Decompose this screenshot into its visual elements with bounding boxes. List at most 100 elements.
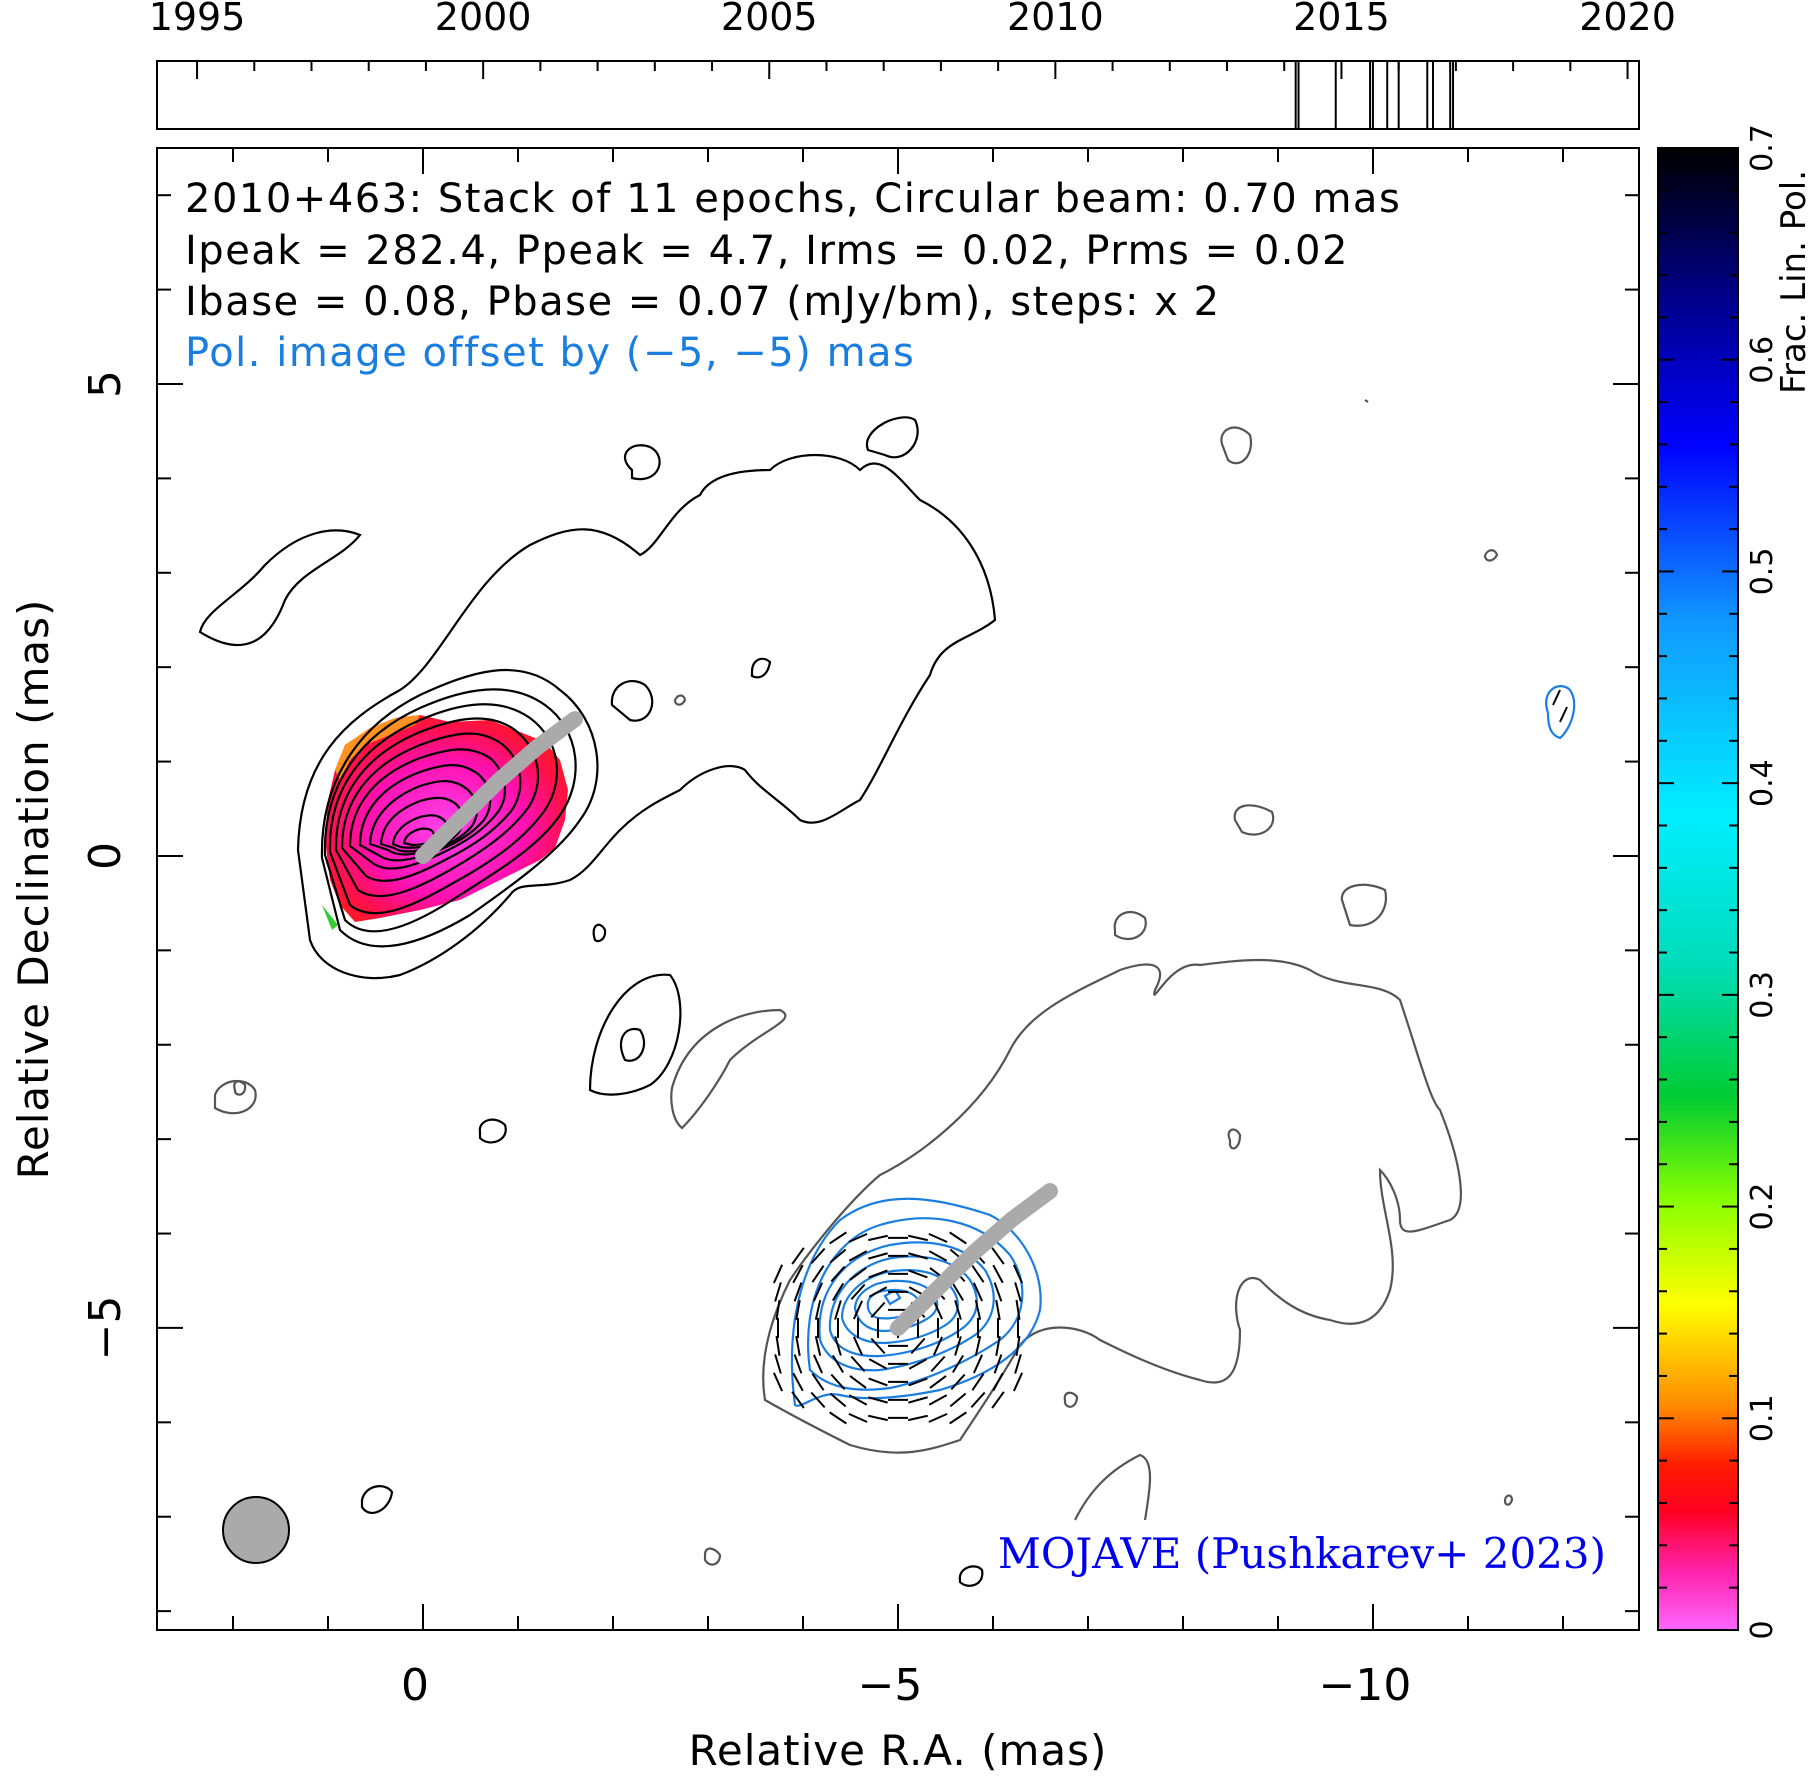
evpa-tick [908, 1377, 928, 1387]
colorbar: 0 0.1 0.2 0.3 0.4 0.5 0.6 0.7 Frac. Lin. Pol. [1657, 124, 1814, 1640]
evpa-tick [932, 1336, 944, 1356]
epoch-axis-ticks: 1995 2000 2005 2010 2015 2020 [149, 0, 1676, 79]
evpa-tick [868, 1377, 888, 1387]
evpa-tick [868, 1234, 888, 1242]
evpa-tick [848, 1250, 868, 1262]
evpa-tick [792, 1264, 804, 1284]
evpa-tick [908, 1269, 928, 1279]
evpa-tick [995, 1335, 1001, 1356]
evpa-tick [928, 1394, 948, 1406]
evpa-tick [991, 1247, 1005, 1265]
evpa-tick [949, 1392, 967, 1408]
intensity-contours-core [198, 416, 997, 1587]
header-line-2: Ipeak = 282.4, Ppeak = 4.7, Irms = 0.02,… [185, 228, 1349, 274]
y-tick-label: −5 [80, 1295, 131, 1360]
header-line-1: 2010+463: Stack of 11 epochs, Circular b… [185, 176, 1401, 222]
evpa-tick [830, 1265, 846, 1283]
evpa-tick [834, 1300, 842, 1320]
header-line-3: Ibase = 0.08, Pbase = 0.07 (mJy/bm), ste… [185, 279, 1221, 325]
evpa-tick [793, 1282, 803, 1302]
evpa-tick [993, 1282, 1003, 1302]
evpa-tick [974, 1335, 982, 1356]
evpa-tick [1014, 1282, 1022, 1302]
evpa-tick [949, 1411, 967, 1425]
evpa-tick [793, 1354, 803, 1374]
epoch-year-label: 2015 [1293, 0, 1390, 39]
evpa-tick [992, 1264, 1004, 1284]
jet-ridge-pol [890, 1183, 1058, 1336]
evpa-tick [991, 1391, 1005, 1409]
evpa-tick [811, 1265, 825, 1283]
cb-tick-label: 0.7 [1745, 124, 1780, 172]
evpa-tick [811, 1373, 825, 1391]
evpa-tick [772, 1264, 784, 1284]
evpa-tick [775, 1335, 781, 1356]
evpa-tick [850, 1355, 866, 1373]
evpa-tick [908, 1358, 928, 1370]
evpa-tick [1012, 1264, 1024, 1284]
epoch-year-label: 2000 [435, 0, 532, 39]
evpa-tick [849, 1267, 867, 1281]
evpa-tick [810, 1247, 826, 1265]
cb-tick-label: 0.4 [1745, 759, 1780, 807]
x-axis-label: Relative R.A. (mas) [689, 1726, 1108, 1775]
evpa-tick [908, 1234, 928, 1242]
evpa-tick [868, 1286, 888, 1298]
epoch-year-label: 2010 [1007, 0, 1104, 39]
y-tick-label: 0 [80, 842, 131, 870]
evpa-tick [971, 1373, 985, 1391]
evpa-tick [868, 1269, 888, 1279]
evpa-tick [772, 1372, 784, 1392]
colorbar-frame [1657, 147, 1739, 1631]
cb-tick-label: 0.3 [1745, 971, 1780, 1019]
evpa-tick [1014, 1354, 1022, 1374]
axis-tick-labels: 0 −5 −10 5 0 −5 [80, 370, 1411, 1711]
evpa-tick [868, 1396, 888, 1404]
y-axis-label: Relative Declination (mas) [9, 599, 58, 1180]
evpa-tick [792, 1372, 804, 1392]
colorbar-ticks [1658, 147, 1738, 1631]
evpa-tick [831, 1282, 845, 1302]
evpa-tick [951, 1354, 965, 1374]
epoch-timeline: 1995 2000 2005 2010 2015 2020 [149, 0, 1676, 130]
evpa-tick [848, 1394, 868, 1406]
evpa-tick [814, 1299, 822, 1320]
evpa-tick [929, 1375, 947, 1389]
evpa-tick [954, 1300, 962, 1320]
evpa-tick [930, 1355, 946, 1373]
evpa-tick [928, 1232, 948, 1243]
evpa-tick [829, 1231, 847, 1245]
colorbar-label: Frac. Lin. Pol. [1774, 170, 1814, 394]
epoch-year-label: 2020 [1579, 0, 1676, 39]
evpa-tick [812, 1282, 824, 1302]
evpa-tick [852, 1300, 864, 1320]
y-tick-label: 5 [80, 370, 131, 398]
epoch-frame [156, 60, 1640, 130]
evpa-tick [970, 1391, 986, 1409]
cb-tick-label: 0.6 [1745, 336, 1780, 384]
axis-ticks [157, 148, 1639, 1630]
evpa-tick [908, 1252, 928, 1260]
pol-intensity-contours [213, 399, 1514, 1566]
evpa-tick [775, 1299, 781, 1320]
epoch-year-label: 1995 [149, 0, 246, 39]
cb-tick-label: 0.2 [1745, 1183, 1780, 1231]
evpa-tick [932, 1300, 944, 1320]
evpa-tick [868, 1414, 888, 1422]
evpa-tick [831, 1354, 845, 1374]
evpa-vectors-far [1552, 689, 1568, 723]
evpa-tick [992, 1372, 1004, 1392]
evpa-tick [1015, 1335, 1021, 1356]
x-tick-label: −10 [1319, 1660, 1412, 1711]
evpa-tick [829, 1411, 847, 1425]
evpa-tick [971, 1265, 985, 1283]
evpa-tick [993, 1354, 1003, 1374]
evpa-tick [849, 1375, 867, 1389]
evpa-tick [928, 1250, 948, 1262]
evpa-tick [795, 1299, 801, 1320]
evpa-tick [848, 1412, 868, 1423]
evpa-tick [1012, 1372, 1024, 1392]
evpa-tick [908, 1414, 928, 1422]
jet-ridge-core [415, 711, 583, 864]
